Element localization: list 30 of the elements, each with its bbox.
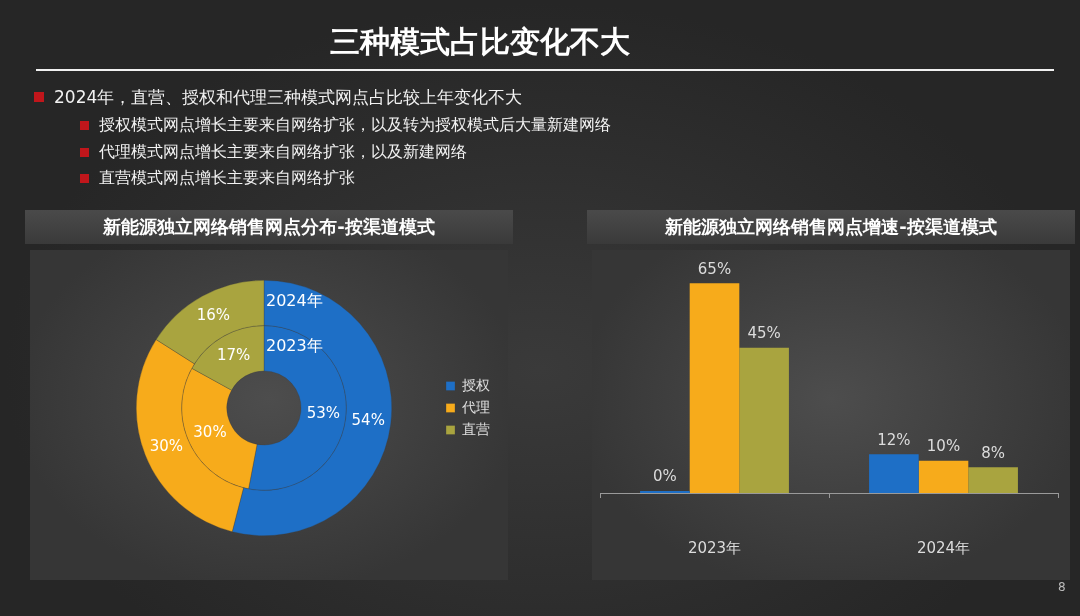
data-label: 12% — [877, 430, 911, 449]
text: 直营模式网点增长主要来自网络扩张 — [99, 168, 355, 189]
bar — [869, 454, 919, 493]
data-label: 10% — [926, 437, 961, 456]
data-label: 8% — [981, 443, 1006, 462]
text: 代理模式网点增长主要来自网络扩张，以及新建网络 — [99, 141, 467, 163]
data-label: 53% — [306, 403, 341, 422]
text: 2024年，直营、授权和代理三种模式网点占比较上年变化不大 — [54, 86, 523, 109]
chart-title: 新能源独立网络销售网点分布-按渠道模式 — [25, 210, 513, 244]
bar — [918, 460, 969, 493]
data-label: 30% — [149, 436, 183, 455]
slice-label: 2023年 — [266, 336, 323, 356]
data-label: 0% — [652, 467, 677, 486]
data-label: 30% — [193, 423, 227, 442]
data-label: 65% — [697, 259, 732, 278]
text: 三种模式占比变化不大 — [329, 23, 631, 61]
legend-label: 授权 — [462, 376, 490, 393]
bar — [689, 283, 740, 493]
data-label: 17% — [216, 346, 251, 365]
data-label: 45% — [747, 324, 781, 343]
legend-label: 代理 — [461, 398, 490, 415]
text: 授权模式网点增长主要来自网络扩张，以及转为授权模式后大量新建网络 — [99, 115, 611, 136]
chart-title: 新能源独立网络销售网点增速-按渠道模式 — [587, 210, 1075, 244]
bar — [739, 347, 789, 493]
text: 8 — [1058, 580, 1066, 594]
slice-label: 2024年 — [266, 291, 323, 311]
bar — [968, 467, 1018, 493]
data-label: 54% — [351, 411, 385, 430]
legend-label: 直营 — [462, 420, 490, 437]
data-label: 16% — [196, 305, 231, 324]
